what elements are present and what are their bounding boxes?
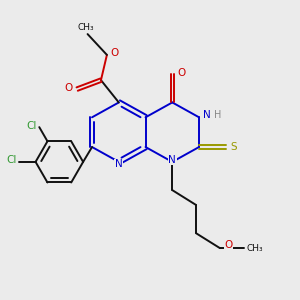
Text: N: N: [168, 154, 176, 164]
Text: H: H: [214, 110, 221, 120]
Text: CH₃: CH₃: [78, 23, 94, 32]
Text: N: N: [115, 159, 123, 169]
Text: N: N: [203, 110, 211, 120]
Text: S: S: [231, 142, 237, 152]
Text: Cl: Cl: [7, 155, 17, 165]
Text: CH₃: CH₃: [247, 244, 263, 253]
Text: O: O: [110, 47, 118, 58]
Text: O: O: [224, 240, 232, 250]
Text: O: O: [65, 82, 73, 93]
Text: Cl: Cl: [27, 121, 37, 131]
Text: O: O: [177, 68, 185, 78]
